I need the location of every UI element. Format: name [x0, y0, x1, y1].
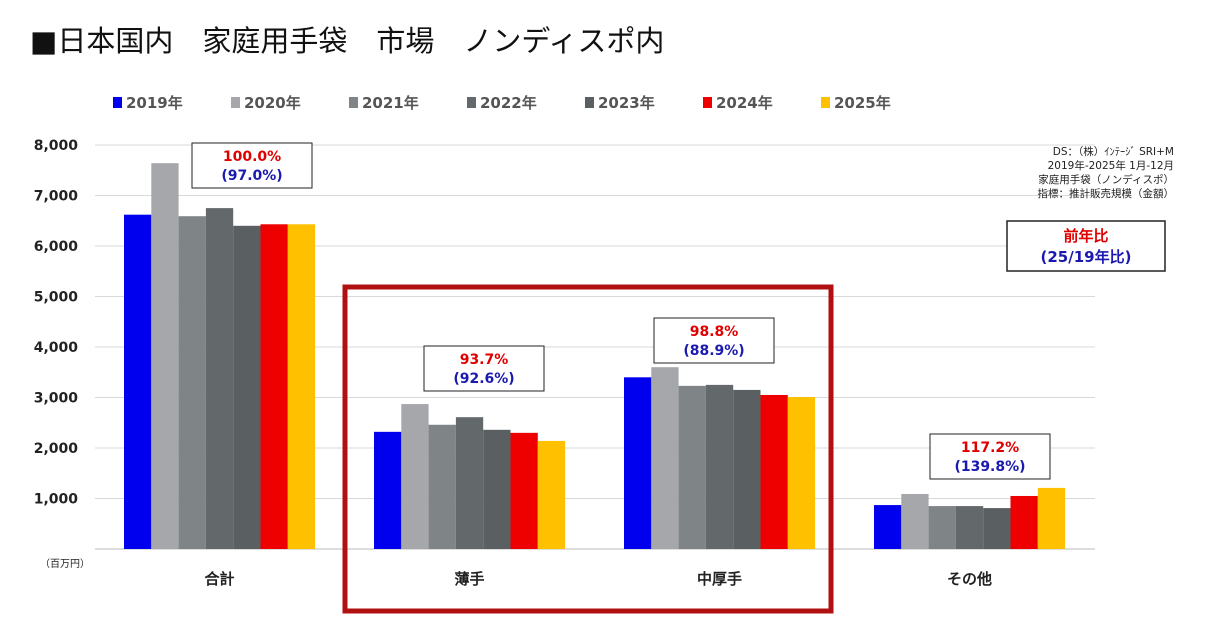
y-tick-label: 1,000: [34, 492, 79, 508]
y-tick-label: 2,000: [34, 441, 79, 457]
bar-2022年-中厚手: [705, 384, 734, 549]
legend-label: 2021年: [362, 94, 419, 112]
legend-box: [1006, 220, 1166, 272]
vs2019-label: (88.9%): [683, 343, 744, 359]
y-tick-label: 7,000: [34, 189, 79, 205]
bar-2023年-その他: [983, 508, 1011, 549]
unit-label: （百万円）: [40, 558, 90, 570]
legend-label: 2019年: [126, 94, 183, 112]
source-note: DS：（株）ｲﾝﾃｰｼﾞ SRI+M 2019年-2025年 1月-12月 家庭…: [1038, 145, 1175, 201]
bar-2024年-薄手: [510, 432, 538, 549]
legend-label: 2023年: [598, 94, 655, 112]
bar-2019年-中厚手: [624, 377, 652, 549]
bar-2020年-中厚手: [651, 367, 679, 549]
y-tick-label: 5,000: [34, 290, 79, 306]
bar-2019年-合計: [124, 214, 152, 549]
bar-2023年-薄手: [483, 429, 511, 549]
source-line: 指標：推計販売規模（金額）: [1037, 188, 1175, 200]
legend-label: 2020年: [244, 94, 301, 112]
yoy-label: 100.0%: [223, 149, 281, 165]
bar-2021年-その他: [928, 506, 956, 549]
bar-2022年-薄手: [455, 417, 484, 549]
annotation-box: [929, 433, 1051, 480]
bar-2022年-合計: [205, 208, 234, 549]
bar-2025年-合計: [287, 224, 316, 549]
legend-swatch: [703, 97, 712, 108]
y-tick-label: 6,000: [34, 239, 79, 255]
bar-2025年-その他: [1037, 487, 1066, 549]
legend-label: 2022年: [480, 94, 537, 112]
bar-2025年-中厚手: [787, 396, 816, 549]
bar-2021年-中厚手: [678, 385, 706, 549]
legend-label: 2025年: [834, 94, 891, 112]
category-label: その他: [947, 570, 992, 588]
y-tick-label: 8,000: [34, 138, 79, 154]
legend-swatch: [113, 97, 122, 108]
legend-box-line1: 前年比: [1063, 227, 1108, 245]
bar-2021年-薄手: [428, 424, 456, 549]
bar-2019年-その他: [874, 505, 902, 549]
bar-2023年-合計: [233, 225, 261, 550]
y-tick-label: 4,000: [34, 340, 79, 356]
legend-swatch: [231, 97, 240, 108]
vs2019-label: (92.6%): [453, 371, 514, 387]
legend-box-line2: (25/19年比): [1041, 248, 1132, 266]
category-label: 薄手: [455, 570, 485, 588]
legend-swatch: [349, 97, 358, 108]
highlight-frame: [342, 284, 834, 614]
yoy-label: 117.2%: [961, 440, 1019, 456]
vs2019-label: (97.0%): [221, 168, 282, 184]
bar-2023年-中厚手: [733, 389, 761, 549]
source-line: 家庭用手袋（ノンディスポ）: [1038, 174, 1174, 186]
category-label: 中厚手: [697, 570, 742, 588]
bar-2020年-薄手: [401, 404, 429, 549]
bar-2020年-合計: [151, 163, 179, 549]
annotation-box: [423, 345, 545, 392]
legend-swatch: [821, 97, 830, 108]
source-line: DS：（株）ｲﾝﾃｰｼﾞ SRI+M: [1052, 146, 1174, 158]
bar-2024年-その他: [1010, 495, 1038, 549]
legend-swatch: [585, 97, 594, 108]
bar-2024年-中厚手: [760, 394, 788, 549]
bar-2022年-その他: [955, 506, 984, 549]
yoy-label: 98.8%: [690, 324, 739, 340]
legend-swatch: [467, 97, 476, 108]
source-line: 2019年-2025年 1月-12月: [1047, 160, 1174, 172]
y-tick-label: 3,000: [34, 391, 79, 407]
page-title: ■日本国内 家庭用手袋 市場 ノンディスポ内: [30, 24, 665, 58]
bar-2021年-合計: [178, 216, 206, 549]
legend-label: 2024年: [716, 94, 773, 112]
bar-2020年-その他: [901, 493, 929, 549]
vs2019-label: (139.8%): [954, 459, 1025, 475]
annotation-box: [191, 142, 313, 189]
yoy-label: 93.7%: [460, 352, 509, 368]
bar-2019年-薄手: [374, 431, 402, 549]
category-label: 合計: [204, 570, 235, 588]
bar-2025年-薄手: [537, 440, 566, 549]
annotation-box: [653, 317, 775, 364]
bar-2024年-合計: [260, 224, 288, 549]
